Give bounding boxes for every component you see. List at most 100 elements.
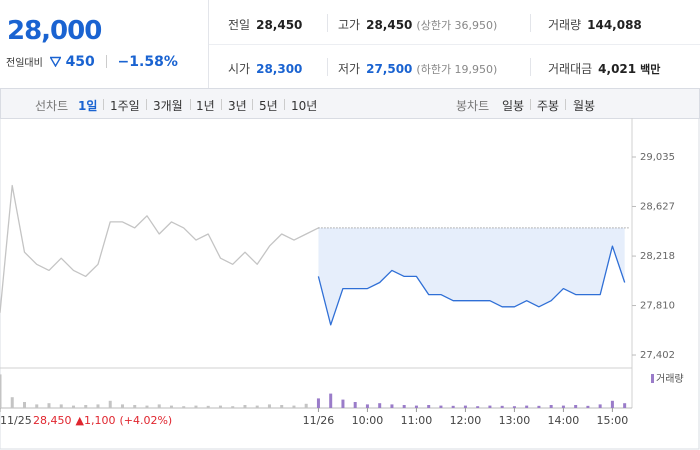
volume-bar	[96, 404, 100, 408]
divider	[530, 99, 531, 110]
divider	[190, 99, 191, 110]
stat-sub: (상한가 36,950)	[416, 19, 498, 32]
stat-sub: (하한가 19,950)	[416, 63, 498, 76]
note-part: ▲1,100	[76, 414, 116, 427]
stat: 거래대금 4,021 백만	[548, 60, 660, 77]
y-tick-label: 28,218	[640, 251, 675, 262]
divider	[221, 99, 222, 110]
period-tab[interactable]: 주봉	[537, 99, 560, 113]
stat: 전일 28,450	[228, 16, 302, 33]
volume-bar	[574, 405, 578, 408]
volume-bar	[194, 405, 198, 408]
down-icon	[48, 56, 62, 68]
divider	[209, 44, 700, 45]
chart-frame	[0, 118, 700, 450]
y-tick-label: 27,402	[640, 350, 675, 361]
stat-label: 거래량	[548, 18, 582, 32]
area-fill	[318, 227, 625, 325]
x-tick-label: 12:00	[450, 414, 482, 427]
volume-bar	[10, 397, 14, 408]
stat-label: 거래대금	[548, 62, 593, 76]
volume-bar	[463, 405, 467, 408]
volume-bar	[341, 399, 345, 408]
volume-bar	[525, 405, 529, 408]
stat-label: 시가	[228, 62, 251, 76]
period-tab[interactable]: 1년	[196, 99, 215, 113]
period-tab[interactable]: 3년	[228, 99, 247, 113]
divider	[105, 55, 107, 68]
volume-bar	[59, 404, 63, 408]
divider	[530, 58, 531, 76]
divider	[284, 99, 285, 110]
stat: 거래량 144,088	[548, 16, 642, 33]
volume-bar	[365, 404, 369, 408]
tab-group-label: 봉차트	[456, 99, 490, 113]
tab-group-label: 선차트	[35, 99, 69, 113]
y-tick-label: 28,627	[640, 201, 675, 212]
price-line	[0, 184, 319, 313]
divider	[252, 99, 253, 110]
volume-bar	[182, 406, 186, 408]
volume-bar	[390, 404, 394, 408]
volume-bar	[206, 405, 210, 408]
volume-bar	[378, 403, 382, 408]
period-tab[interactable]: 1주일	[110, 99, 140, 113]
volume-bar	[84, 405, 88, 408]
stat-label: 전일	[228, 18, 251, 32]
volume-bar	[610, 400, 614, 408]
volume-bar	[353, 402, 357, 408]
chart-tabs: 선차트 1일 1주일 3개월 1년 3년 5년 10년 봉차트 일봉 주봉 월봉	[0, 89, 700, 119]
legend-label: 거래량	[656, 373, 684, 385]
period-tab[interactable]: 1일	[78, 99, 98, 113]
note-part: (+4.02%)	[119, 414, 172, 427]
volume-bar	[476, 406, 480, 408]
stat: 고가 28,450 (상한가 36,950)	[338, 16, 497, 33]
prev-day-note: 28,450 ▲1,100 (+4.02%)	[33, 414, 172, 427]
change-label: 전일대비	[6, 58, 43, 69]
volume-bar	[500, 405, 504, 408]
x-tick-label: 11:00	[401, 414, 433, 427]
change-pct: −1.58%	[117, 54, 178, 70]
divider	[208, 0, 209, 88]
stat-value: 28,300	[256, 62, 303, 76]
quote-header: 28,000 전일대비 450 −1.58% 전일 28,450 고가 28,450…	[0, 0, 700, 89]
volume-bar	[108, 400, 112, 408]
x-tick-label: 13:00	[499, 414, 531, 427]
divider	[146, 99, 147, 110]
stat-label: 고가	[338, 18, 361, 32]
change-value: 450	[65, 54, 95, 70]
period-tab[interactable]: 10년	[291, 99, 318, 113]
price-chart: 거래량 29,035 28,627 28,218 27,810 27,402 11/25 1…	[0, 118, 700, 450]
volume-bar	[71, 405, 75, 408]
period-tab[interactable]: 5년	[259, 99, 278, 113]
price-line	[317, 245, 626, 326]
stat-unit: 백만	[640, 63, 661, 76]
volume-bar	[169, 405, 173, 408]
volume-bar	[623, 403, 627, 408]
volume-bar	[133, 405, 137, 408]
stat-label: 저가	[338, 62, 361, 76]
period-tab[interactable]: 월봉	[573, 99, 596, 113]
volume-bar	[549, 405, 553, 408]
volume-bar	[439, 405, 443, 408]
period-tab[interactable]: 3개월	[153, 99, 183, 113]
volume-bar	[512, 406, 516, 408]
x-tick-label: 14:00	[548, 414, 580, 427]
volume-bar	[280, 405, 284, 408]
volume-bar	[537, 405, 541, 408]
current-price: 28,000	[7, 16, 102, 46]
volume-bar	[292, 405, 296, 408]
x-tick-label: 15:00	[597, 414, 629, 427]
volume-bar	[243, 405, 247, 408]
volume-bar	[304, 403, 308, 408]
y-tick-label: 27,810	[640, 301, 675, 312]
y-tick-label: 29,035	[640, 152, 675, 163]
period-tab[interactable]: 일봉	[502, 99, 525, 113]
volume-bar	[218, 405, 222, 408]
x-tick-label: 10:00	[352, 414, 384, 427]
volume-bar	[488, 405, 492, 408]
volume-bar	[231, 406, 235, 408]
volume-bar	[267, 404, 271, 408]
stat: 저가 27,500 (하한가 19,950)	[338, 60, 497, 77]
